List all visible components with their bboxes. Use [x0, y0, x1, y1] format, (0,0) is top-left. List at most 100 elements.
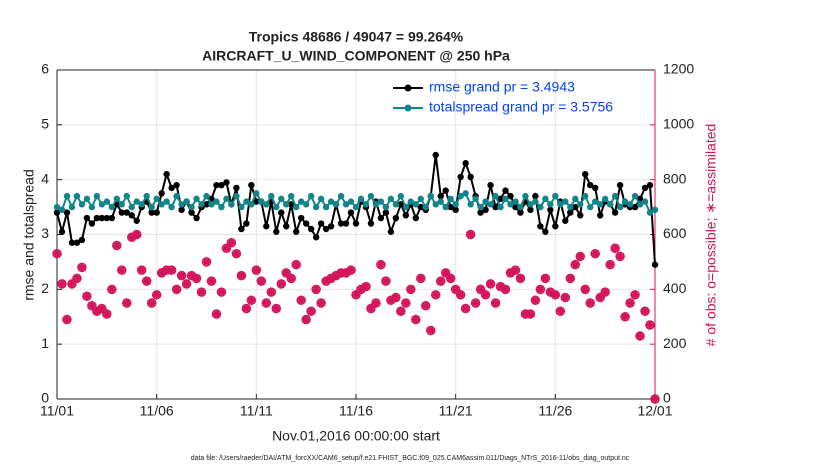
- obs-star: [606, 260, 615, 269]
- point: [611, 192, 619, 200]
- obs-star: [651, 395, 659, 403]
- point: [163, 198, 170, 205]
- obs-star: [72, 274, 81, 283]
- point: [621, 198, 629, 205]
- y-tick-label: 4: [41, 170, 49, 186]
- obs-star: [436, 277, 445, 286]
- obs-star: [401, 299, 410, 308]
- y2-tick-label: 800: [663, 170, 687, 186]
- obs-star: [586, 299, 595, 308]
- x-tick-label: 12/01: [637, 403, 672, 419]
- point: [477, 209, 484, 216]
- point: [616, 203, 624, 211]
- obs-star: [297, 296, 306, 305]
- point: [507, 192, 514, 200]
- point: [437, 192, 444, 200]
- obs-star: [626, 299, 635, 308]
- point: [636, 201, 644, 208]
- point: [547, 201, 554, 208]
- point: [646, 181, 654, 189]
- point: [158, 190, 165, 197]
- point: [547, 206, 554, 214]
- obs-star: [187, 271, 196, 280]
- point: [302, 201, 310, 208]
- obs-star: [631, 290, 640, 299]
- point: [193, 214, 200, 222]
- point: [178, 206, 185, 214]
- point: [223, 179, 230, 186]
- obs-star: [581, 285, 590, 294]
- point: [327, 223, 335, 230]
- point: [253, 198, 260, 205]
- point: [138, 201, 145, 208]
- point: [467, 201, 474, 208]
- point: [397, 192, 405, 200]
- obs-star: [282, 268, 291, 277]
- obs-star: [391, 293, 400, 302]
- point: [228, 201, 235, 208]
- y-axis-label: rmse and totalspread: [21, 169, 37, 301]
- point: [322, 225, 330, 233]
- point: [153, 195, 160, 203]
- point: [582, 170, 589, 178]
- obs-star: [411, 315, 420, 324]
- obs-star: [451, 285, 460, 294]
- point: [307, 192, 315, 200]
- y-tick-label: 2: [41, 280, 49, 296]
- point: [452, 206, 459, 214]
- obs-star: [376, 260, 385, 269]
- point: [432, 151, 439, 159]
- obs-star: [491, 299, 500, 308]
- point: [422, 203, 429, 211]
- obs-star: [347, 266, 356, 275]
- point: [572, 195, 579, 203]
- point: [641, 184, 649, 192]
- point: [397, 201, 405, 208]
- point: [188, 209, 195, 216]
- obs-star: [641, 307, 650, 316]
- obs-star: [471, 299, 480, 308]
- obs-star: [287, 274, 296, 283]
- obs-star: [446, 274, 455, 283]
- point: [58, 206, 66, 214]
- obs-star: [207, 277, 216, 286]
- obs-star: [182, 279, 191, 288]
- point: [492, 192, 499, 200]
- point: [352, 203, 360, 211]
- point: [377, 214, 385, 222]
- point: [562, 198, 569, 205]
- obs-star: [102, 310, 111, 319]
- obs-star: [501, 285, 510, 294]
- point: [312, 203, 320, 211]
- obs-star: [242, 304, 251, 313]
- point: [233, 192, 240, 200]
- obs-star: [217, 288, 226, 297]
- point: [492, 203, 499, 211]
- point: [108, 203, 116, 211]
- obs-star: [332, 271, 341, 280]
- point: [487, 181, 494, 189]
- point: [258, 198, 265, 205]
- obs-star: [277, 279, 286, 288]
- point: [268, 192, 275, 200]
- obs-star: [352, 290, 360, 299]
- obs-star: [621, 312, 630, 321]
- point: [552, 223, 559, 230]
- obs-star: [531, 296, 540, 305]
- point: [631, 203, 639, 211]
- point: [347, 198, 355, 205]
- obs-star: [317, 299, 326, 308]
- point: [502, 187, 509, 194]
- obs-star: [232, 249, 241, 258]
- point: [517, 209, 524, 216]
- obs-star: [526, 310, 535, 319]
- y-tick-label: 6: [41, 61, 49, 77]
- point: [273, 228, 280, 235]
- point: [168, 203, 175, 211]
- obs-star: [237, 271, 246, 280]
- point: [118, 209, 125, 216]
- point: [93, 214, 101, 222]
- obs-star: [466, 230, 475, 239]
- obs-star: [426, 326, 435, 335]
- point: [88, 203, 96, 211]
